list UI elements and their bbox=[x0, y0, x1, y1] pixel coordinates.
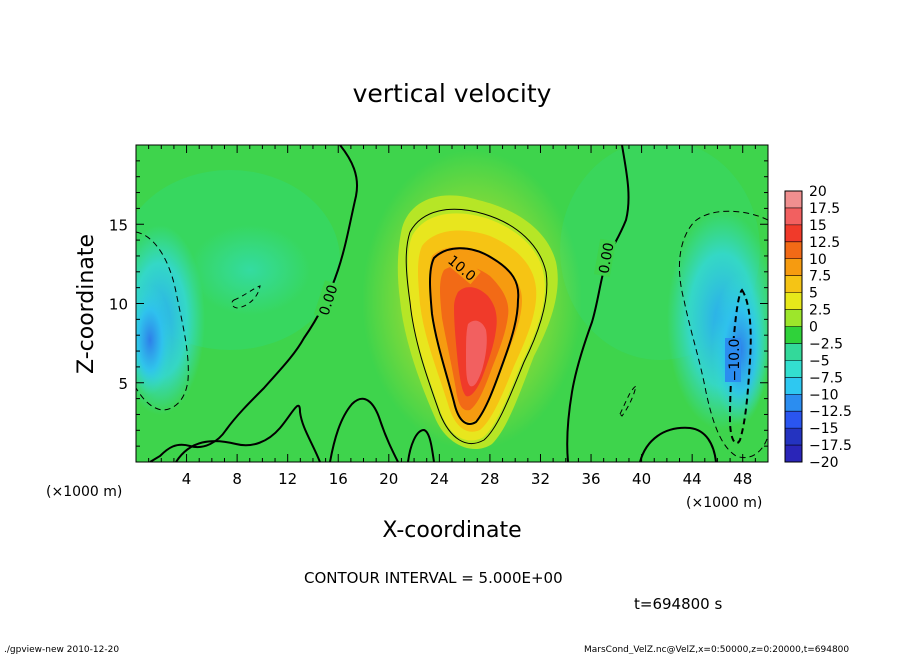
colorbar-swatch bbox=[785, 309, 802, 327]
x-axis-unit-left: (×1000 m) bbox=[46, 484, 122, 500]
contour-neg5-right bbox=[678, 210, 768, 458]
contour-zero-right-bottom bbox=[639, 426, 717, 462]
contour-neg5-small bbox=[619, 384, 637, 417]
contour-10 bbox=[429, 247, 520, 425]
colorbar-label: 2.5 bbox=[809, 303, 831, 319]
x-tick-label: 24 bbox=[430, 470, 449, 488]
y-tick-label: 10 bbox=[109, 296, 128, 314]
colorbar-label: 5 bbox=[809, 286, 818, 302]
left-downdraft-inner bbox=[136, 285, 172, 395]
colorbar-swatch bbox=[785, 258, 802, 277]
colorbar-swatch bbox=[785, 377, 802, 395]
colorbar-label: −12.5 bbox=[809, 404, 852, 420]
x-axis-label: X-coordinate bbox=[382, 518, 521, 543]
x-tick-label: 40 bbox=[632, 470, 651, 488]
contour-interval-label: CONTOUR INTERVAL = 5.000E+00 bbox=[304, 569, 563, 587]
colorbar-label: −17.5 bbox=[809, 438, 852, 454]
colorbar-swatch bbox=[785, 428, 802, 446]
x-tick-label: 16 bbox=[329, 470, 348, 488]
colorbar-swatch bbox=[785, 207, 802, 226]
x-axis-ticks: 4 8 12 16 20 24 28 32 36 40 44 48 bbox=[148, 145, 756, 488]
colorbar-swatch bbox=[785, 445, 802, 463]
colorbar-label: 12.5 bbox=[809, 235, 840, 251]
heatmap-field bbox=[136, 145, 768, 462]
x-tick-label: 28 bbox=[480, 470, 499, 488]
colorbar-label: 15 bbox=[809, 218, 827, 234]
colorbar-label: −20 bbox=[809, 455, 839, 471]
left-teal-patch bbox=[190, 225, 310, 315]
y-axis-unit-right: (×1000 m) bbox=[686, 495, 762, 511]
colorbar-label: 0 bbox=[809, 320, 818, 336]
contour-label-bg bbox=[725, 338, 741, 382]
colorbar-swatch bbox=[785, 411, 802, 429]
colorbar-label: −2.5 bbox=[809, 336, 843, 352]
footer-left: ./gpview-new 2010-12-20 bbox=[4, 645, 119, 654]
colorbar-label: −15 bbox=[809, 421, 839, 437]
contour-5 bbox=[405, 208, 548, 445]
x-tick-label: 8 bbox=[232, 470, 242, 488]
colorbar-swatch bbox=[785, 326, 802, 344]
colorbar-label: 7.5 bbox=[809, 269, 831, 285]
x-tick-label: 20 bbox=[379, 470, 398, 488]
x-tick-label: 12 bbox=[278, 470, 297, 488]
x-tick-label: 44 bbox=[683, 470, 702, 488]
colorbar-label: −5 bbox=[809, 353, 830, 369]
y-tick-label: 15 bbox=[109, 216, 128, 234]
y-axis-ticks: 5 10 15 bbox=[109, 160, 768, 447]
colorbar-label: 17.5 bbox=[809, 201, 840, 217]
colorbar: 2017.51512.5107.552.50−2.5−5−7.5−10−12.5… bbox=[784, 184, 852, 471]
footer-right: MarsCond_VelZ.nc@VelZ,x=0:50000,z=0:2000… bbox=[584, 645, 849, 654]
contour-neg5-left bbox=[136, 231, 189, 411]
colorbar-swatch bbox=[785, 343, 802, 361]
colorbar-swatch bbox=[785, 191, 802, 209]
contour-label-text: 0.00 bbox=[596, 241, 617, 274]
contour-label-text: −10.0 bbox=[727, 339, 743, 382]
colorbar-label: −7.5 bbox=[809, 370, 843, 386]
colorbar-swatch bbox=[785, 394, 802, 412]
contour-zero-bottom bbox=[175, 404, 321, 462]
x-tick-label: 32 bbox=[531, 470, 550, 488]
chart-title: vertical velocity bbox=[353, 79, 552, 108]
x-tick-label: 48 bbox=[733, 470, 752, 488]
contour-label-bg bbox=[313, 280, 341, 320]
colorbar-swatch bbox=[785, 360, 802, 378]
x-tick-label: 36 bbox=[581, 470, 600, 488]
x-tick-label: 4 bbox=[182, 470, 192, 488]
contour-label-neg10: −10.0 bbox=[725, 338, 743, 382]
contour-zero-bottom2 bbox=[329, 397, 399, 462]
colorbar-swatch bbox=[785, 241, 802, 260]
colorbar-label: 20 bbox=[809, 184, 827, 200]
colorbar-label: −10 bbox=[809, 387, 839, 403]
y-tick-label: 5 bbox=[118, 375, 128, 393]
contour-neg5-patch bbox=[231, 285, 261, 309]
colorbar-swatch bbox=[785, 275, 802, 294]
colorbar-label: 10 bbox=[809, 252, 827, 268]
colorbar-swatch bbox=[785, 224, 802, 243]
contour-zero-bottom3 bbox=[407, 428, 435, 462]
time-label: t=694800 s bbox=[634, 595, 722, 613]
contour-label-bg bbox=[594, 238, 617, 277]
colorbar-swatch bbox=[785, 292, 802, 311]
updraft-17p5 bbox=[466, 320, 487, 387]
y-axis-label: Z-coordinate bbox=[74, 234, 99, 374]
contour-zero-right bbox=[566, 145, 630, 462]
contour-label-zero-right: 0.00 bbox=[594, 238, 618, 277]
contour-label-bg bbox=[444, 250, 481, 285]
contour-neg10-right bbox=[728, 288, 752, 445]
